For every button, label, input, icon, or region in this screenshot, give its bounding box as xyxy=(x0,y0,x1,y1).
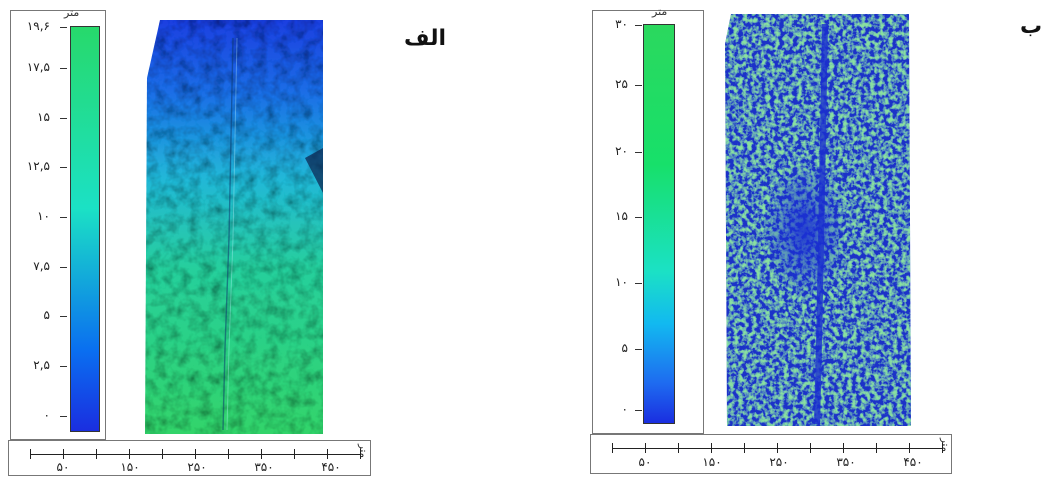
scalebar-tick xyxy=(876,443,877,453)
scalebar-tick xyxy=(612,443,613,453)
legend-tick xyxy=(60,167,67,168)
legend-tick-label: ۰ xyxy=(584,402,628,416)
elevation-map-image xyxy=(145,18,325,434)
scalebar-label: ۵۰ xyxy=(43,460,83,474)
scalebar-tick xyxy=(96,449,97,459)
legend-tick-label: ۵ xyxy=(6,308,50,322)
scalebar-label: ۴۵۰ xyxy=(893,455,933,469)
legend-tick-label: ۲۰ xyxy=(584,144,628,158)
legend-tick xyxy=(635,283,642,284)
legend-tick xyxy=(635,25,642,26)
legend-tick xyxy=(60,316,67,317)
scalebar-label: ۲۵۰ xyxy=(759,455,799,469)
scalebar-tick xyxy=(195,449,196,459)
scalebar-unit: متر xyxy=(357,444,368,458)
scalebar-tick xyxy=(129,449,130,459)
panel-label: ب xyxy=(1020,14,1042,39)
canopy-height-map xyxy=(725,14,911,426)
legend-tick xyxy=(635,349,642,350)
scalebar-tick xyxy=(678,443,679,453)
elevation-map xyxy=(145,18,325,434)
legend-tick-label: ۱۰ xyxy=(584,275,628,289)
colorbar xyxy=(70,26,100,432)
scalebar-label: ۴۵۰ xyxy=(311,460,351,474)
legend-tick xyxy=(60,366,67,367)
legend-tick xyxy=(635,410,642,411)
scalebar-label: ۵۰ xyxy=(625,455,665,469)
scalebar-tick xyxy=(777,443,778,453)
scalebar-tick xyxy=(645,443,646,453)
legend-tick-label: ۲۵ xyxy=(584,77,628,91)
scalebar-tick xyxy=(261,449,262,459)
legend-tick-label: ۰ xyxy=(6,408,50,422)
scalebar-tick xyxy=(744,443,745,453)
legend-tick xyxy=(60,416,67,417)
scalebar-label: ۳۵۰ xyxy=(244,460,284,474)
legend-tick xyxy=(60,118,67,119)
panel-alef: متر ۱۹,۶ ۱۷,۵ ۱۵ ۱۲,۵ ۱۰ ۷,۵ ۵ ۲,۵ ۰ xyxy=(0,0,520,478)
scalebar-label: ۱۵۰ xyxy=(692,455,732,469)
scalebar-tick xyxy=(63,449,64,459)
scalebar-label: ۲۵۰ xyxy=(177,460,217,474)
legend-tick-label: ۱۷,۵ xyxy=(6,60,50,74)
scalebar-tick xyxy=(228,449,229,459)
scalebar-tick xyxy=(711,443,712,453)
colorbar xyxy=(643,24,675,424)
legend-tick xyxy=(60,267,67,268)
scalebar-tick xyxy=(327,449,328,459)
scalebar-unit: متر xyxy=(939,438,950,452)
scalebar-tick xyxy=(909,443,910,453)
legend-unit: متر xyxy=(652,5,667,18)
legend-tick-label: ۳۰ xyxy=(584,17,628,31)
scalebar-label: ۳۵۰ xyxy=(826,455,866,469)
legend-tick-label: ۱۵ xyxy=(584,209,628,223)
legend-tick xyxy=(60,27,67,28)
panel-be: متر ۳۰ ۲۵ ۲۰ ۱۵ ۱۰ ۵ ۰ xyxy=(520,0,1049,478)
scalebar-tick xyxy=(162,449,163,459)
scalebar-tick xyxy=(843,443,844,453)
scalebar-tick xyxy=(30,449,31,459)
scalebar-tick xyxy=(810,443,811,453)
canopy-height-map-image xyxy=(725,14,911,426)
panel-label: الف xyxy=(404,26,446,51)
legend-tick xyxy=(60,217,67,218)
legend-tick-label: ۷,۵ xyxy=(6,259,50,273)
legend-tick xyxy=(60,68,67,69)
legend-tick-label: ۲,۵ xyxy=(6,358,50,372)
legend-tick xyxy=(635,85,642,86)
legend-tick-label: ۱۰ xyxy=(6,209,50,223)
legend-unit: متر xyxy=(64,6,79,19)
legend-tick xyxy=(635,217,642,218)
legend-tick-label: ۱۲,۵ xyxy=(6,159,50,173)
legend-tick-label: ۱۵ xyxy=(6,110,50,124)
scalebar-tick xyxy=(294,449,295,459)
legend-tick-label: ۱۹,۶ xyxy=(6,19,50,33)
legend-tick xyxy=(635,152,642,153)
legend-tick-label: ۵ xyxy=(584,341,628,355)
scalebar-label: ۱۵۰ xyxy=(110,460,150,474)
